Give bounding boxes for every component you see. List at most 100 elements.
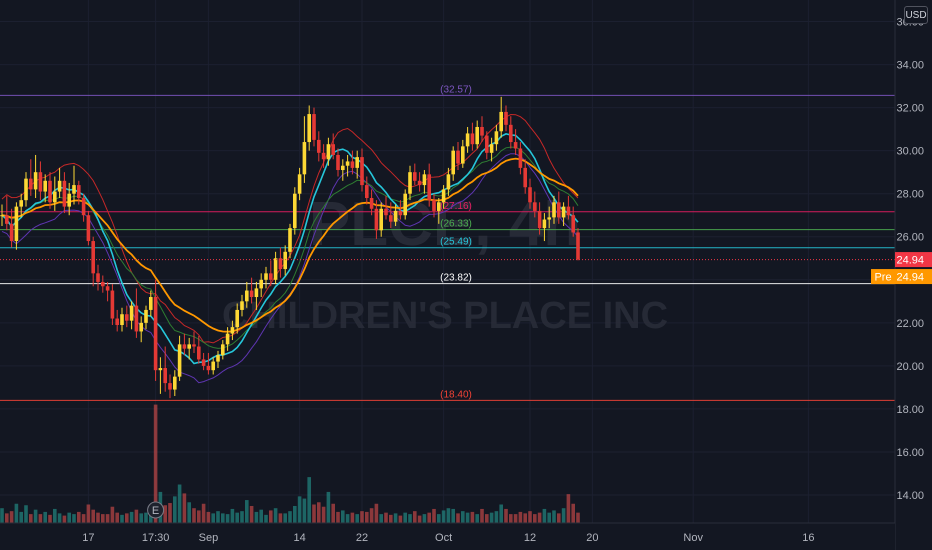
volume-bars xyxy=(0,404,580,523)
candle-body xyxy=(571,215,575,233)
volume-bar xyxy=(211,513,215,523)
volume-bar xyxy=(163,505,167,523)
volume-bar xyxy=(225,514,230,523)
volume-bar xyxy=(504,508,508,523)
candle-body xyxy=(523,167,527,188)
candle-body xyxy=(408,172,412,194)
volume-bar xyxy=(139,513,143,523)
earnings-circle[interactable] xyxy=(147,501,165,519)
candle-body xyxy=(489,144,494,153)
candle-body xyxy=(29,178,33,190)
volume-bar xyxy=(254,511,259,523)
candle-body xyxy=(403,193,407,216)
candle-body xyxy=(19,200,23,207)
candle-body xyxy=(480,126,484,136)
volume-bar xyxy=(43,511,47,523)
level-label: (18.40) xyxy=(440,389,472,400)
candle-body xyxy=(355,157,359,168)
volume-bar xyxy=(245,500,249,523)
candle-body xyxy=(365,185,369,199)
level-label: (27.16) xyxy=(440,201,472,212)
volume-bar xyxy=(9,511,14,523)
volume-bar xyxy=(542,508,547,523)
candle-body xyxy=(278,258,283,270)
level-label: (23.82) xyxy=(440,273,472,284)
time-tick-label: 16 xyxy=(802,532,814,544)
volume-bar xyxy=(269,510,273,523)
volume-bar xyxy=(408,514,412,523)
currency-label[interactable]: USD xyxy=(904,6,928,24)
candle-body xyxy=(0,215,4,217)
volume-bar xyxy=(81,514,86,523)
time-tick-label: 12 xyxy=(524,532,536,544)
volume-bar xyxy=(451,508,455,523)
time-axis-bg xyxy=(0,523,895,550)
volume-bar xyxy=(5,513,9,523)
watermark-company: CHILDREN'S PLACE INC xyxy=(222,295,668,337)
volume-bar xyxy=(379,514,383,523)
volume-bar xyxy=(355,514,359,523)
candle-body xyxy=(566,206,571,216)
volume-bar xyxy=(317,502,321,523)
time-axis[interactable]: 17 17:30 Sep 14 22 Oct 12 20 Nov 16 xyxy=(0,522,895,550)
premarket-badge xyxy=(871,269,895,285)
volume-bar xyxy=(86,504,91,523)
candle-body xyxy=(557,202,561,218)
candle-body xyxy=(432,200,436,211)
price-tick-label: 18.00 xyxy=(896,404,924,416)
volume-bar xyxy=(187,502,191,523)
candle-body xyxy=(269,273,273,280)
candle-body xyxy=(283,251,287,270)
candle-body xyxy=(533,202,537,211)
candle-body xyxy=(216,355,220,362)
volume-bar xyxy=(235,512,239,523)
volume-bar xyxy=(307,477,311,523)
ma-orange-line xyxy=(1,157,579,333)
volume-bar xyxy=(513,514,518,523)
price-tick-label: 16.00 xyxy=(896,447,924,459)
volume-bar xyxy=(259,509,263,523)
price-axis[interactable]: 14.0016.0018.0020.0022.0024.0026.0028.00… xyxy=(871,0,932,550)
volume-bar xyxy=(321,506,326,523)
volume-bar xyxy=(566,494,571,523)
candle-body xyxy=(125,314,129,321)
candle-body xyxy=(259,279,263,289)
last-price-tag xyxy=(895,252,932,268)
candle-body xyxy=(369,198,374,209)
candle-body xyxy=(91,241,95,274)
volume-bar xyxy=(77,511,81,523)
candle-body xyxy=(494,131,499,145)
candle-body xyxy=(173,376,177,390)
candle-body xyxy=(48,180,52,203)
candle-body xyxy=(273,258,278,280)
candle-body xyxy=(264,273,268,280)
horizontal-levels[interactable]: (32.57) (27.16) (26.33) (25.49) (23.82) (18.4… xyxy=(0,84,895,401)
volume-bar xyxy=(446,508,451,523)
volume-bar xyxy=(360,511,364,523)
volume-bar xyxy=(264,514,268,523)
candle-body xyxy=(561,206,566,218)
candle-body xyxy=(33,172,38,190)
candle-body xyxy=(317,139,321,153)
volume-bar xyxy=(115,512,119,523)
candle-body xyxy=(417,180,422,186)
candle-body xyxy=(312,114,316,140)
volume-bar xyxy=(144,512,148,523)
candle-body xyxy=(513,142,518,149)
candle-body xyxy=(168,383,172,390)
volume-bar xyxy=(24,505,28,523)
volume-bar xyxy=(475,514,479,523)
price-tick-label: 30.00 xyxy=(896,146,924,158)
candle-body xyxy=(110,290,115,319)
volume-bar xyxy=(273,508,278,523)
volume-bar xyxy=(485,514,489,523)
earnings-marker[interactable]: E xyxy=(147,501,165,519)
volume-bar xyxy=(350,512,355,523)
volume-bar xyxy=(302,498,307,523)
volume-bar xyxy=(173,496,177,523)
candle-body xyxy=(249,290,254,298)
volume-bar xyxy=(38,514,43,523)
candle-body xyxy=(374,208,379,231)
candle-body xyxy=(144,309,148,323)
